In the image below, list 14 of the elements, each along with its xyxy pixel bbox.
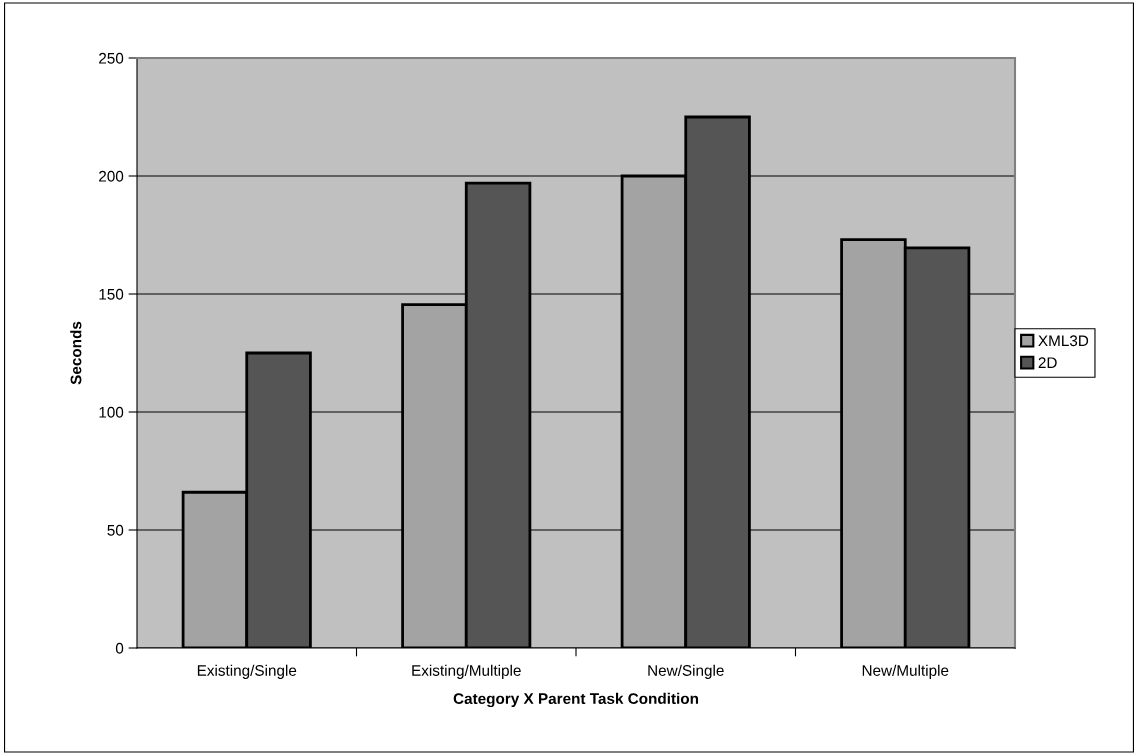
x-tick-label: New/Multiple [862, 664, 949, 679]
x-axis-title: Category X Parent Task Condition [453, 692, 699, 708]
y-tick-label: 200 [99, 170, 124, 182]
y-tick-label: 100 [99, 406, 124, 418]
x-tick-label: Existing/Multiple [412, 664, 521, 679]
x-tick-label: Existing/Single [197, 664, 297, 679]
y-tick-label: 250 [99, 52, 124, 64]
y-axis-title: Seconds [70, 321, 82, 385]
y-tick-label: 50 [107, 524, 124, 536]
y-tick-label: 150 [99, 288, 124, 300]
legend-label: XML3D [1038, 335, 1089, 347]
y-tick-label: 0 [115, 642, 124, 654]
legend-label: 2D [1038, 357, 1057, 368]
x-tick-label: New/Single [648, 664, 724, 679]
